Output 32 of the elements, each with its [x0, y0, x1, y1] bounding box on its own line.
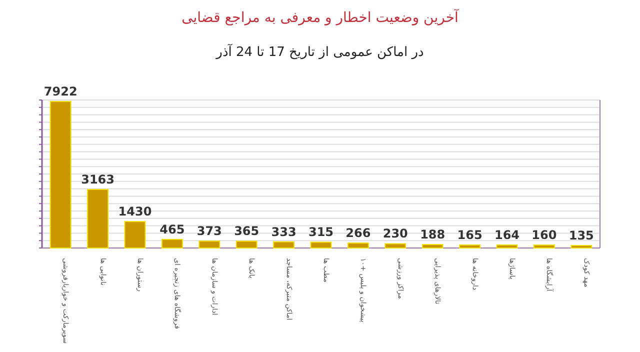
bar — [459, 244, 481, 248]
bar — [161, 238, 183, 248]
bar — [273, 241, 295, 248]
data-label: 135 — [568, 228, 594, 243]
subtitle: در اماکن عمومی از تاریخ 17 تا 24 آذر — [216, 45, 424, 60]
data-label: 266 — [346, 226, 371, 240]
bar — [570, 245, 592, 248]
bar — [422, 244, 444, 248]
bar — [87, 188, 109, 248]
data-label: 165 — [457, 228, 482, 242]
title: آخرین وضعیت اخطار و معرفی به مراجع قضایی — [182, 10, 458, 26]
data-label: 373 — [196, 224, 222, 238]
data-label: 188 — [420, 228, 446, 242]
data-label: 230 — [382, 226, 408, 241]
bar — [496, 244, 518, 248]
bar — [124, 221, 146, 248]
data-label: 160 — [532, 228, 557, 242]
bar — [236, 240, 258, 248]
data-label: 164 — [494, 228, 520, 242]
bar — [384, 243, 406, 248]
data-label: 365 — [234, 224, 260, 238]
data-label: 7922 — [44, 84, 78, 98]
bar — [533, 244, 555, 248]
data-label: 1430 — [118, 204, 152, 219]
bar — [310, 242, 332, 248]
data-label: 465 — [160, 222, 185, 236]
data-label: 3163 — [81, 172, 115, 186]
bar — [50, 100, 72, 248]
data-label: 333 — [271, 224, 296, 239]
data-label: 315 — [308, 225, 334, 240]
bar — [198, 240, 220, 248]
bar — [347, 242, 369, 248]
